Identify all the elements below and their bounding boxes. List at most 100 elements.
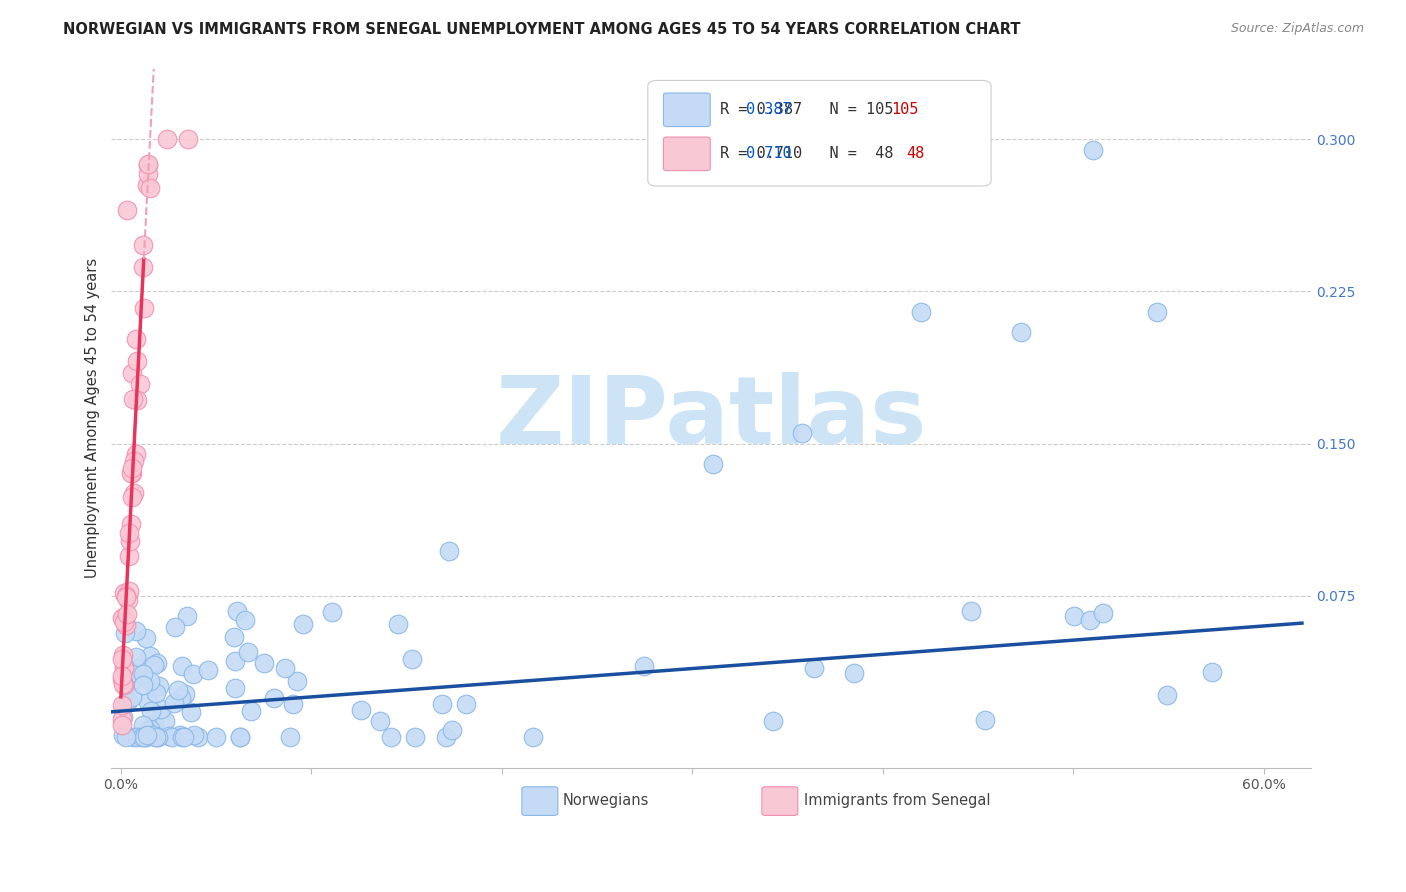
Point xyxy=(404,731,426,745)
Point xyxy=(222,630,245,644)
Point xyxy=(131,731,153,745)
Point xyxy=(115,589,138,603)
Point xyxy=(114,661,136,675)
Point xyxy=(125,392,148,407)
Point xyxy=(150,702,173,716)
Point xyxy=(142,729,165,743)
Point xyxy=(111,677,134,691)
Point xyxy=(439,544,461,558)
Point xyxy=(135,178,157,193)
Point xyxy=(111,718,134,732)
Text: Norwegians: Norwegians xyxy=(562,793,650,808)
Point xyxy=(122,392,145,406)
Point xyxy=(1146,305,1168,319)
Point xyxy=(112,615,135,629)
Point xyxy=(111,698,134,713)
Point xyxy=(145,686,167,700)
FancyBboxPatch shape xyxy=(762,787,797,815)
Point xyxy=(112,658,135,673)
Point xyxy=(187,731,209,745)
Point xyxy=(430,697,453,711)
Point xyxy=(127,353,149,368)
Point xyxy=(112,678,135,692)
Point xyxy=(162,697,184,711)
Point xyxy=(176,132,198,146)
Point xyxy=(136,157,159,171)
Point xyxy=(1092,606,1115,620)
Point xyxy=(142,658,165,673)
Point xyxy=(233,613,256,627)
Text: 0.710: 0.710 xyxy=(747,146,792,161)
Point xyxy=(138,674,160,689)
Point xyxy=(139,704,162,718)
Point xyxy=(136,724,159,739)
Point xyxy=(112,586,135,600)
Point xyxy=(111,712,134,726)
Point xyxy=(131,718,153,732)
FancyBboxPatch shape xyxy=(664,93,710,127)
Point xyxy=(138,723,160,737)
Point xyxy=(111,669,134,683)
Point xyxy=(132,678,155,692)
Point xyxy=(129,377,152,392)
Point xyxy=(118,526,141,541)
Point xyxy=(122,454,145,468)
Point xyxy=(263,690,285,705)
Point xyxy=(138,695,160,709)
Y-axis label: Unemployment Among Ages 45 to 54 years: Unemployment Among Ages 45 to 54 years xyxy=(86,258,100,578)
Point xyxy=(291,617,314,632)
Point xyxy=(321,605,343,619)
Point xyxy=(111,710,134,724)
Point xyxy=(114,618,136,632)
Point xyxy=(111,728,134,742)
Point xyxy=(1011,325,1033,339)
Point xyxy=(132,301,155,316)
Point xyxy=(1078,613,1101,627)
Point xyxy=(803,661,825,675)
Point xyxy=(138,181,160,195)
Point xyxy=(138,158,160,172)
Point xyxy=(146,731,169,745)
Text: Immigrants from Senegal: Immigrants from Senegal xyxy=(804,793,990,808)
Point xyxy=(112,648,135,663)
Text: 48: 48 xyxy=(905,146,924,161)
Point xyxy=(170,691,193,706)
Point xyxy=(633,659,655,673)
Point xyxy=(522,731,544,745)
Point xyxy=(148,679,170,693)
Point xyxy=(146,656,169,670)
Point xyxy=(197,663,219,677)
Point xyxy=(117,694,139,708)
Point xyxy=(122,731,145,745)
Point xyxy=(226,604,249,618)
Point xyxy=(281,697,304,711)
Point xyxy=(454,697,477,711)
Point xyxy=(166,683,188,698)
Point xyxy=(172,731,194,745)
Point xyxy=(145,731,167,745)
Point xyxy=(183,728,205,742)
Point xyxy=(111,672,134,686)
Point xyxy=(285,673,308,688)
FancyBboxPatch shape xyxy=(522,787,558,815)
Text: NORWEGIAN VS IMMIGRANTS FROM SENEGAL UNEMPLOYMENT AMONG AGES 45 TO 54 YEARS CORR: NORWEGIAN VS IMMIGRANTS FROM SENEGAL UNE… xyxy=(63,22,1021,37)
Point xyxy=(132,237,155,252)
Point xyxy=(165,620,187,634)
Point xyxy=(117,583,139,598)
Point xyxy=(368,714,391,728)
Point xyxy=(274,661,297,675)
Point xyxy=(180,705,202,719)
Point xyxy=(125,332,148,346)
FancyBboxPatch shape xyxy=(664,137,710,170)
Point xyxy=(790,426,813,441)
Point xyxy=(120,666,142,681)
Point xyxy=(121,674,143,689)
Point xyxy=(120,467,142,481)
Point xyxy=(121,690,143,704)
Point xyxy=(115,590,138,604)
Point xyxy=(114,731,136,745)
Point xyxy=(135,731,157,745)
Point xyxy=(135,631,157,645)
Point xyxy=(434,731,457,745)
Point xyxy=(153,714,176,728)
